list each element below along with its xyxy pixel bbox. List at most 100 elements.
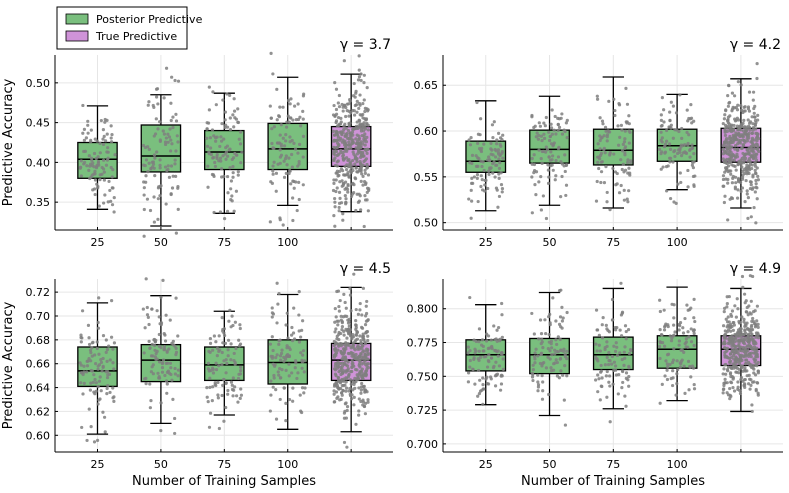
data-point — [753, 325, 758, 329]
data-point — [740, 315, 744, 319]
data-point — [726, 124, 730, 128]
data-point — [279, 142, 283, 146]
data-point — [742, 167, 746, 172]
data-point — [352, 353, 356, 358]
data-point — [627, 166, 631, 170]
data-point — [81, 392, 85, 396]
data-point — [480, 343, 484, 347]
data-point — [621, 162, 625, 166]
data-point — [750, 323, 754, 327]
data-point — [332, 133, 337, 137]
data-point — [531, 368, 535, 372]
data-point — [354, 367, 358, 372]
data-point — [170, 142, 174, 146]
data-point — [364, 140, 369, 144]
data-point — [225, 92, 229, 96]
data-point — [282, 359, 286, 363]
data-point — [684, 151, 689, 155]
data-point — [331, 129, 336, 133]
data-point — [756, 178, 760, 182]
data-point — [682, 364, 686, 368]
data-point — [174, 296, 178, 300]
data-point — [539, 208, 543, 212]
data-point — [750, 409, 754, 414]
data-point — [499, 171, 503, 175]
data-point — [344, 126, 348, 130]
data-point — [333, 114, 337, 118]
y-tick-label: 0.750 — [407, 370, 439, 383]
data-point — [238, 130, 243, 134]
data-point — [352, 395, 356, 399]
data-point — [747, 124, 751, 128]
data-point — [731, 328, 735, 332]
data-point — [347, 389, 351, 393]
data-point — [597, 343, 601, 347]
data-point — [561, 316, 565, 320]
data-point — [362, 224, 366, 229]
data-point — [688, 147, 692, 151]
data-point — [107, 179, 111, 184]
data-point — [159, 345, 163, 350]
data-point — [686, 141, 690, 146]
data-point — [210, 128, 215, 132]
data-point — [336, 141, 340, 145]
data-point — [229, 358, 233, 362]
data-point — [236, 170, 240, 174]
data-point — [360, 172, 364, 176]
data-point — [231, 156, 236, 160]
data-point — [548, 312, 552, 316]
data-point — [623, 137, 627, 141]
data-point — [742, 118, 746, 122]
data-point — [755, 381, 759, 385]
data-point — [362, 98, 366, 102]
data-point — [628, 171, 632, 175]
data-point — [680, 136, 684, 140]
data-point — [543, 124, 547, 128]
data-point — [563, 423, 568, 427]
data-point — [154, 357, 158, 362]
data-point — [112, 210, 116, 214]
data-point — [332, 214, 336, 218]
data-point — [355, 337, 360, 341]
data-point — [165, 391, 169, 395]
data-point — [361, 183, 365, 187]
data-point — [231, 113, 235, 117]
data-point — [597, 166, 601, 171]
data-point — [341, 154, 345, 158]
data-point — [469, 135, 473, 140]
x-tick-label: 25 — [90, 236, 104, 249]
data-point — [173, 431, 177, 436]
data-point — [731, 136, 735, 140]
data-point — [726, 118, 730, 122]
data-point — [497, 176, 501, 181]
data-point — [297, 197, 301, 202]
data-point — [753, 123, 758, 127]
data-point — [340, 352, 344, 356]
data-point — [217, 349, 221, 353]
data-point — [472, 338, 476, 342]
data-point — [93, 353, 97, 357]
data-point — [112, 399, 116, 404]
data-point — [743, 105, 747, 109]
data-point — [690, 143, 694, 147]
data-point — [537, 148, 541, 152]
data-point — [553, 361, 557, 365]
data-point — [726, 164, 731, 168]
data-point — [501, 367, 505, 371]
data-point — [724, 144, 728, 149]
data-point — [356, 312, 360, 316]
data-point — [365, 85, 369, 90]
data-point — [156, 102, 160, 106]
data-point — [147, 147, 151, 151]
data-point — [597, 155, 601, 159]
data-point — [151, 354, 155, 358]
box-2 — [140, 277, 182, 436]
data-point — [357, 68, 361, 72]
data-point — [555, 374, 560, 378]
data-point — [744, 299, 748, 303]
data-point — [350, 337, 354, 341]
data-point — [158, 120, 162, 124]
data-point — [500, 335, 504, 339]
data-point — [157, 332, 161, 337]
data-point — [554, 319, 558, 323]
